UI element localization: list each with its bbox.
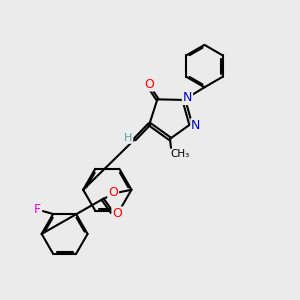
Text: F: F [34, 203, 41, 216]
Text: N: N [183, 91, 192, 104]
Text: CH₃: CH₃ [170, 149, 189, 159]
Text: O: O [144, 77, 154, 91]
Text: O: O [112, 207, 122, 220]
Text: H: H [124, 133, 132, 143]
Text: N: N [191, 119, 201, 132]
Text: O: O [108, 186, 118, 199]
